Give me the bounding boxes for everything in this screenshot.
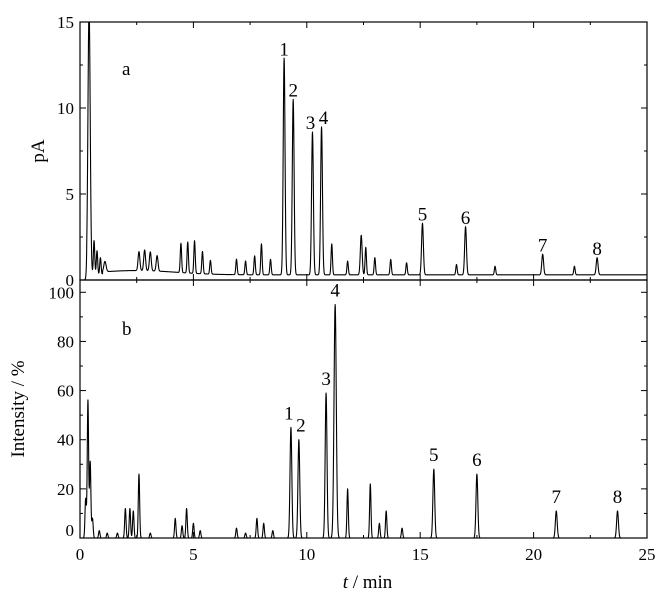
panel-a: 0 5 10 15 a pA 1 23 4 5 6 7 8 <box>28 13 648 290</box>
x-tick-label: 10 <box>298 545 315 564</box>
x-tick-label: 5 <box>189 545 198 564</box>
peak-label-b-1: 1 <box>284 403 294 424</box>
trace-b <box>80 304 647 538</box>
peak-label-a-1: 1 <box>279 39 289 60</box>
panel-label-a: a <box>122 59 131 80</box>
y-tick-label: 40 <box>57 431 74 450</box>
plot-frame-b <box>79 279 648 539</box>
y-tick-label: 0 <box>66 271 75 290</box>
y-tick-label: 15 <box>57 13 74 32</box>
peak-label-a-4: 4 <box>319 108 329 129</box>
x-tick-label: 25 <box>639 545 656 564</box>
peak-label-a-3: 3 <box>306 113 316 134</box>
peak-label-b-8: 8 <box>613 487 623 508</box>
y-tick-label: 20 <box>57 480 74 499</box>
x-tick-label: 15 <box>412 545 429 564</box>
peak-label-b-7: 7 <box>552 487 562 508</box>
peak-label-b-5: 5 <box>429 445 439 466</box>
y-axis-title-b: Intensity / % <box>8 360 29 457</box>
peak-label-b-4: 4 <box>330 281 340 302</box>
y-tick-label: 0 <box>66 521 75 540</box>
peak-label-b-6: 6 <box>472 450 482 471</box>
peak-label-b-3: 3 <box>321 369 331 390</box>
y-tick-label: 10 <box>57 99 74 118</box>
trace-a <box>80 22 647 280</box>
y-tick-label: 60 <box>57 382 74 401</box>
x-axis-title: t / min <box>343 572 393 593</box>
y-axis-title-a: pA <box>28 139 49 163</box>
y-tick-label: 100 <box>49 283 75 302</box>
x-tick-label: 0 <box>76 545 85 564</box>
peak-label-b-2: 2 <box>296 416 306 437</box>
y-tick-label: 80 <box>57 332 74 351</box>
plot-frame-a <box>79 21 648 281</box>
peak-label-a-7: 7 <box>538 235 548 256</box>
panel-label-b: b <box>122 319 132 340</box>
y-tick-label: 5 <box>66 185 75 204</box>
peak-label-a-2: 2 <box>288 81 298 102</box>
peak-label-a-5: 5 <box>418 204 428 225</box>
x-tick-label: 20 <box>525 545 542 564</box>
peak-label-a-6: 6 <box>461 208 471 229</box>
peak-label-a-8: 8 <box>592 239 602 260</box>
